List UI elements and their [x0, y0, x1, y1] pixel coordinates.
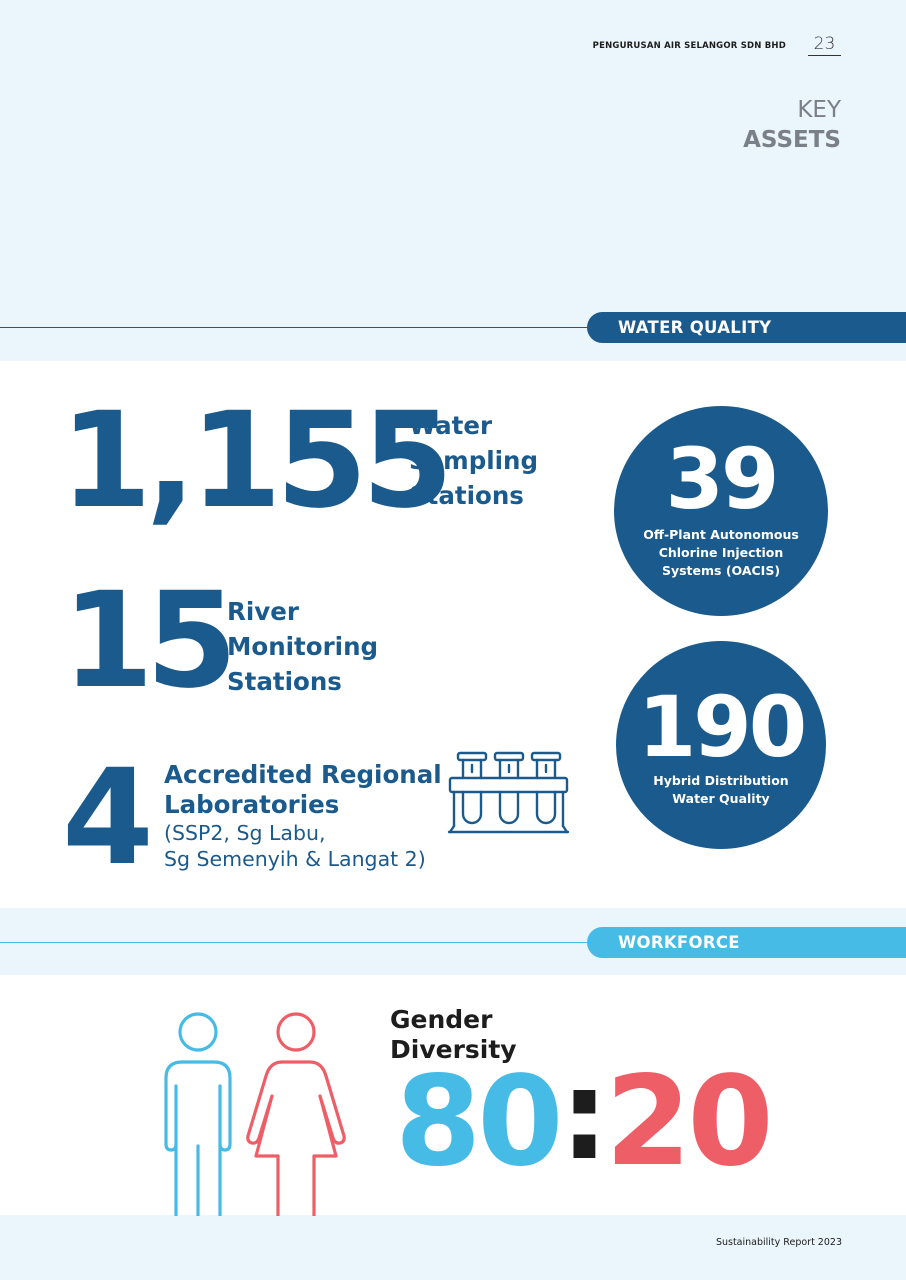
test-tubes-icon [447, 751, 570, 834]
workforce-rule [0, 942, 600, 943]
hybrid-caption-line2: Water Quality [672, 791, 770, 806]
labs-detail-line2: Sg Semenyih & Langat 2) [164, 847, 426, 871]
page-title-line2: ASSETS [743, 127, 841, 153]
sampling-label-line2: Sampling [409, 446, 539, 475]
labs-label-line1: Accredited Regional [164, 760, 442, 789]
hybrid-circle: 190 Hybrid Distribution Water Quality [616, 641, 826, 849]
sampling-label-line1: Water [409, 411, 493, 440]
sampling-stations-label: Water Sampling Stations [409, 408, 538, 513]
laboratories-value: 4 [62, 741, 154, 895]
female-share: 20 [605, 1050, 774, 1194]
page-title: KEY ASSETS [743, 95, 841, 155]
workforce-panel [0, 975, 906, 1215]
female-figure-icon [246, 1012, 346, 1216]
labs-detail-line1: (SSP2, Sg Labu, [164, 821, 326, 845]
water-quality-rule [0, 327, 600, 328]
footer-report-title: Sustainability Report 2023 [715, 1237, 842, 1248]
hybrid-value: 190 [637, 678, 807, 776]
male-share: 80 [395, 1050, 564, 1194]
river-label-line3: Stations [227, 667, 342, 696]
water-quality-section-label: WATER QUALITY [587, 312, 906, 343]
page-title-line1: KEY [797, 97, 841, 123]
company-name: PENGURUSAN AIR SELANGOR SDN BHD [592, 41, 786, 51]
oacis-circle: 39 Off-Plant Autonomous Chlorine Injecti… [614, 406, 828, 616]
laboratories-label: Accredited Regional Laboratories (SSP2, … [164, 760, 442, 872]
gender-label-line1: Gender [390, 1005, 493, 1034]
male-figure-icon [164, 1012, 232, 1216]
workforce-section-label: WORKFORCE [587, 927, 906, 958]
gender-label-line2: Diversity [390, 1035, 517, 1064]
labs-label-line2: Laboratories [164, 790, 340, 819]
ratio-separator: : [559, 1044, 610, 1188]
oacis-caption-line1: Off-Plant Autonomous [643, 527, 799, 542]
oacis-caption-line3: Systems (OACIS) [661, 563, 781, 578]
river-stations-value: 15 [62, 564, 238, 718]
oacis-caption-line2: Chlorine Injection [658, 545, 784, 560]
sampling-label-line3: Stations [409, 481, 524, 510]
river-label-line1: River [227, 597, 299, 626]
page-number: 23 [808, 34, 841, 56]
river-label-line2: Monitoring [227, 632, 379, 661]
gender-diversity-label: Gender Diversity [390, 1005, 517, 1065]
hybrid-caption-line1: Hybrid Distribution [653, 773, 789, 788]
oacis-value: 39 [665, 430, 780, 528]
gender-ratio: 80:20 [395, 1054, 774, 1184]
river-stations-label: River Monitoring Stations [227, 594, 378, 699]
sampling-stations-value: 1,155 [60, 384, 454, 538]
